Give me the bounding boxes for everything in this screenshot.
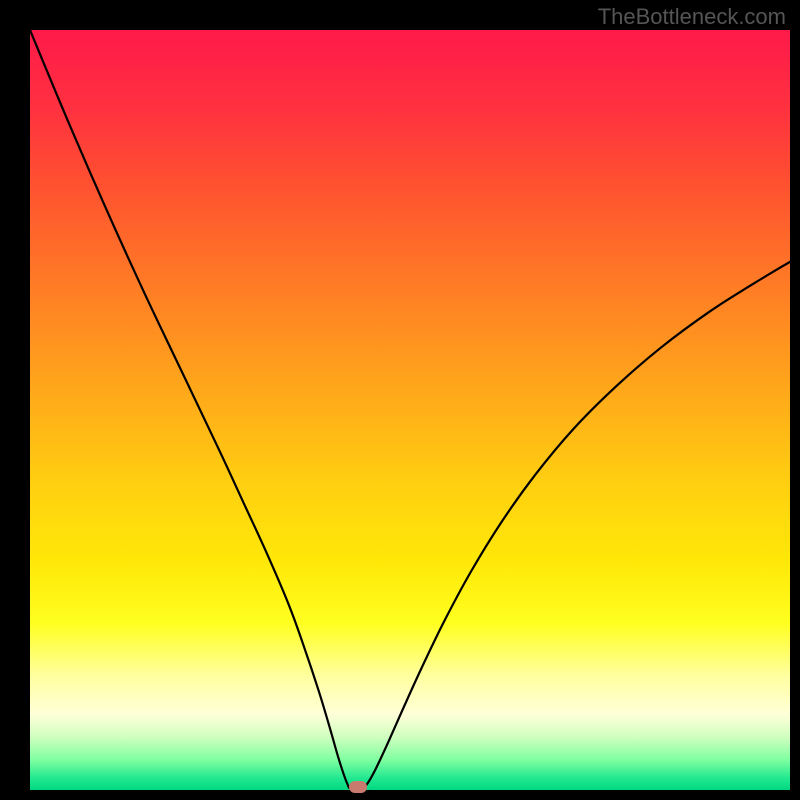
curve-layer — [30, 30, 790, 790]
plot-area — [30, 30, 790, 790]
optimal-point-marker — [349, 781, 367, 793]
watermark-text: TheBottleneck.com — [598, 4, 786, 30]
chart-container: TheBottleneck.com — [0, 0, 800, 800]
bottleneck-curve — [30, 30, 790, 790]
